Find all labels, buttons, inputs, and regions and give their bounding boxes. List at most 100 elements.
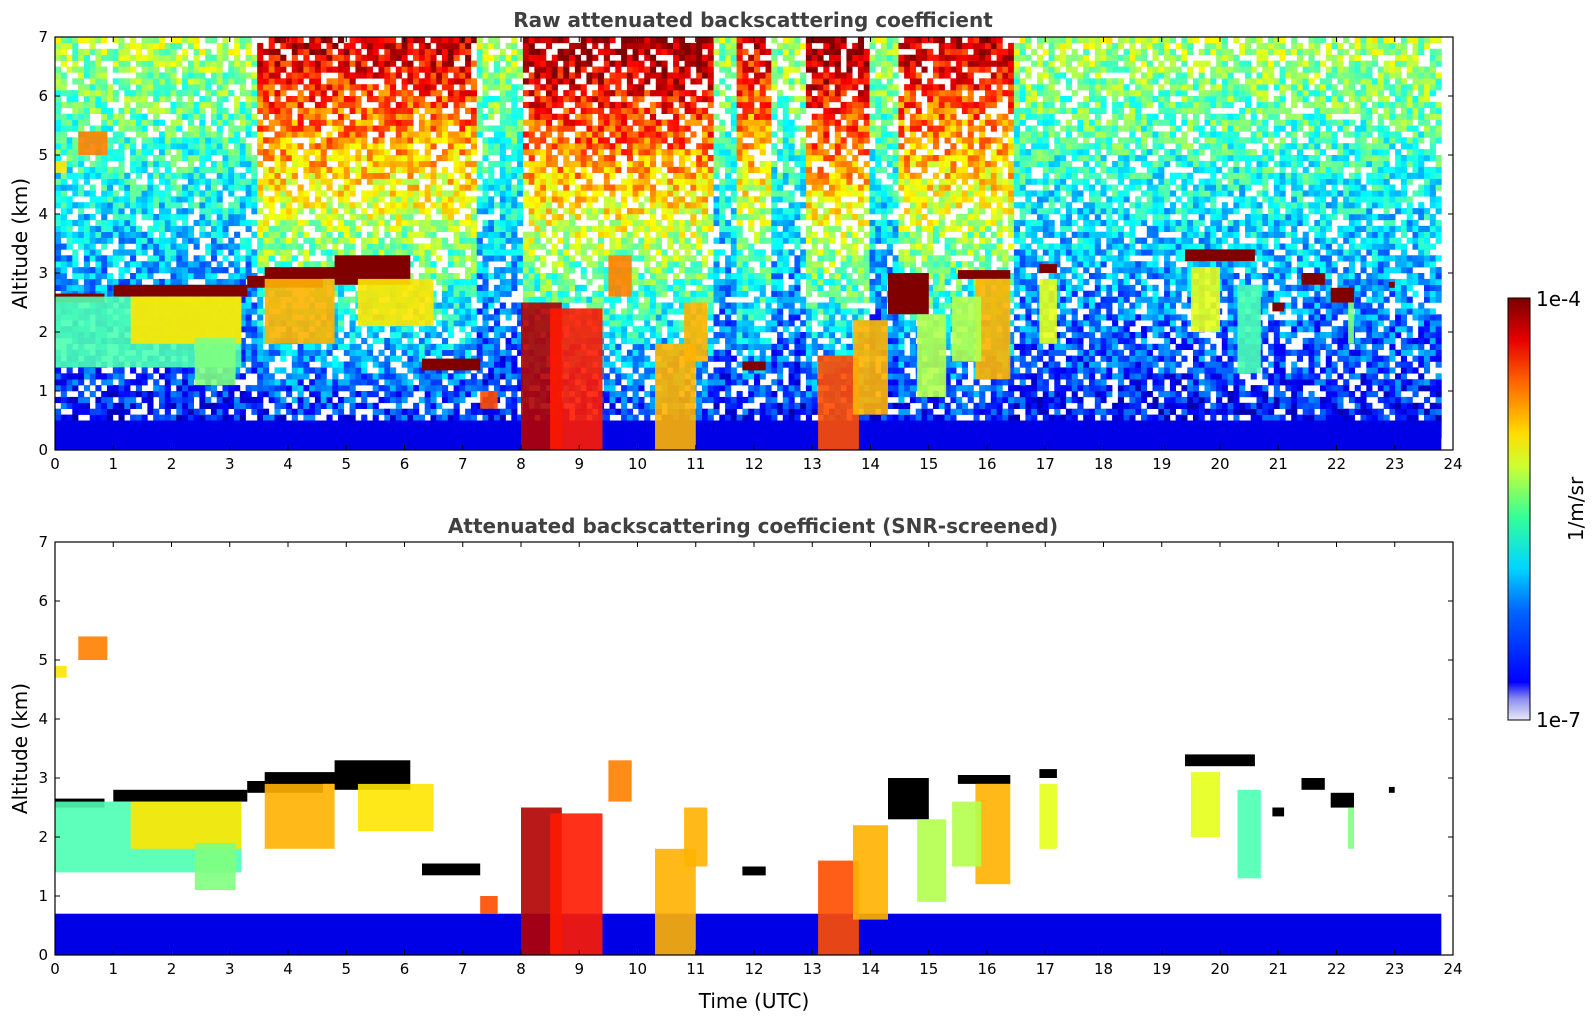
noise-cell: [286, 249, 293, 256]
noise-cell: [205, 219, 212, 227]
noise-cell: [251, 231, 258, 238]
noise-cell: [280, 113, 287, 120]
noise-cell: [297, 355, 304, 362]
noise-cell: [205, 273, 212, 280]
noise-cell: [211, 249, 218, 256]
noise-cell: [418, 225, 425, 232]
noise-cell: [390, 54, 397, 61]
noise-cell: [320, 214, 327, 221]
noise-cell: [563, 143, 570, 150]
noise-cell: [251, 84, 258, 91]
noise-cell: [349, 332, 356, 339]
noise-cell: [534, 84, 541, 91]
noise-cell: [494, 337, 501, 345]
noise-cell: [101, 273, 108, 280]
noise-cell: [135, 225, 142, 232]
noise-cell: [401, 396, 408, 404]
noise-cell: [338, 225, 345, 232]
noise-cell: [303, 408, 310, 415]
noise-cell: [66, 184, 73, 191]
noise-cell: [118, 379, 125, 386]
noise-cell: [453, 66, 460, 73]
noise-cell: [164, 267, 171, 274]
noise-cell: [366, 237, 373, 244]
noise-cell: [482, 219, 489, 227]
noise-cell: [430, 343, 437, 350]
noise-cell: [159, 107, 166, 114]
noise-cell: [193, 219, 200, 227]
noise-cell: [361, 107, 368, 114]
noise-cell: [286, 225, 293, 232]
noise-cell: [147, 143, 154, 150]
noise-cell: [395, 101, 402, 109]
noise-cell: [407, 349, 414, 356]
noise-cell: [66, 125, 73, 132]
noise-cell: [268, 385, 275, 392]
noise-cell: [193, 84, 200, 91]
noise-cell: [130, 367, 137, 374]
noise-cell: [349, 37, 356, 44]
noise-cell: [239, 237, 246, 244]
noise-cell: [124, 119, 131, 126]
noise-cell: [112, 113, 119, 120]
noise-cell: [418, 379, 425, 386]
noise-cell: [309, 149, 316, 156]
noise-cell: [268, 90, 275, 97]
noise-cell: [280, 261, 287, 268]
noise-cell: [534, 219, 541, 227]
noise-cell: [476, 42, 483, 50]
noise-cell: [384, 208, 391, 215]
noise-cell: [494, 202, 501, 209]
noise-cell: [557, 172, 564, 179]
noise-cell: [107, 113, 114, 120]
noise-cell: [268, 255, 275, 262]
noise-cell: [551, 160, 558, 168]
noise-cell: [234, 42, 241, 50]
noise-cell: [494, 308, 501, 315]
noise-cell: [182, 385, 189, 392]
noise-cell: [447, 414, 454, 421]
noise-cell: [505, 396, 512, 404]
noise-cell: [130, 391, 137, 398]
noise-cell: [72, 96, 79, 103]
noise-cell: [205, 190, 212, 197]
noise-cell: [239, 296, 246, 303]
noise-cell: [349, 60, 356, 67]
noise-cell: [78, 379, 85, 386]
noise-cell: [130, 166, 137, 173]
noise-cell: [407, 343, 414, 350]
noise-cell: [522, 90, 529, 97]
noise-cell: [366, 149, 373, 156]
noise-cell: [112, 166, 119, 173]
noise-cell: [413, 137, 420, 144]
noise-cell: [164, 54, 171, 61]
noise-cell: [257, 314, 264, 321]
noise-cell: [216, 408, 223, 415]
noise-cell: [60, 48, 67, 55]
noise-cell: [401, 54, 408, 61]
noise-cell: [499, 219, 506, 227]
noise-cell: [297, 72, 304, 79]
panel-raw-heatmap: [55, 37, 1442, 451]
noise-cell: [540, 196, 547, 203]
noise-cell: [124, 219, 131, 227]
noise-cell: [141, 155, 148, 162]
noise-cell: [147, 396, 154, 404]
noise-cell: [257, 101, 264, 109]
noise-cell: [130, 219, 137, 227]
noise-cell: [78, 90, 85, 97]
noise-cell: [534, 101, 541, 109]
noise-cell: [413, 101, 420, 109]
noise-cell: [199, 143, 206, 150]
noise-cell: [499, 349, 506, 356]
noise-cell: [349, 125, 356, 132]
noise-cell: [499, 249, 506, 256]
noise-cell: [505, 119, 512, 126]
noise-cell: [89, 107, 96, 114]
noise-cell: [390, 166, 397, 173]
noise-cell: [286, 196, 293, 203]
noise-cell: [303, 172, 310, 179]
noise-cell: [482, 54, 489, 61]
noise-cell: [141, 373, 148, 380]
noise-cell: [124, 107, 131, 114]
